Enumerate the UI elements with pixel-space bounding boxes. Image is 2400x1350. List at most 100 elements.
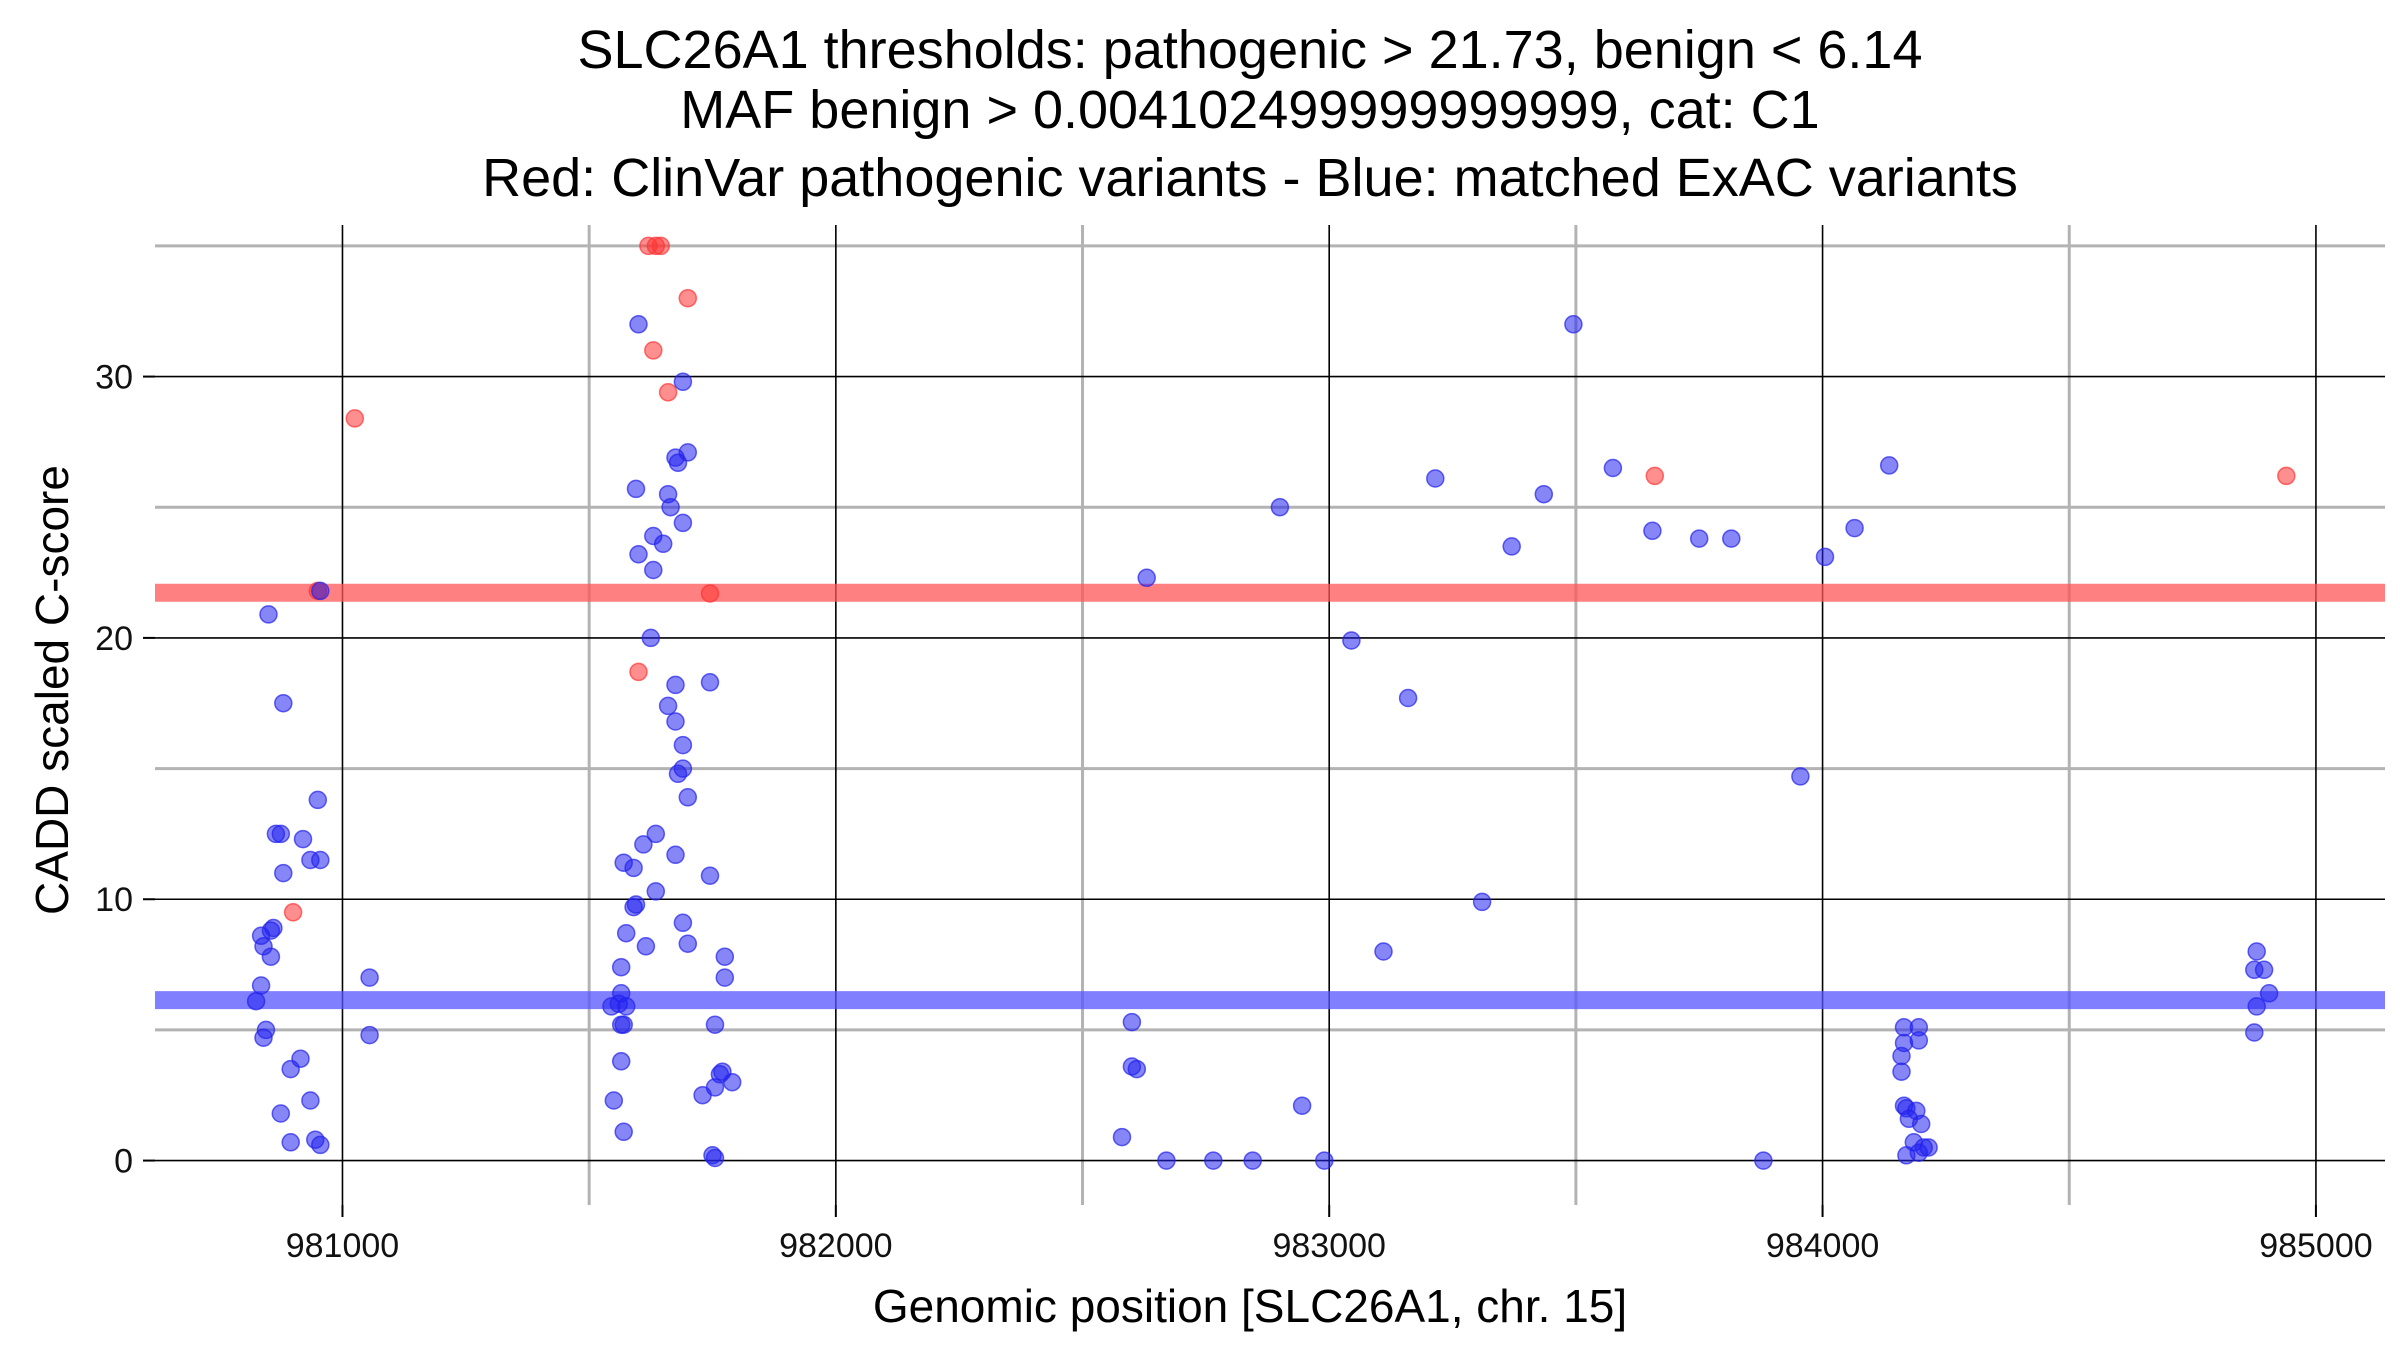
benign-point	[646, 824, 666, 844]
x-tick-label: 983000	[1272, 1227, 1385, 1265]
benign-point	[1722, 529, 1741, 548]
x-axis-title: Genomic position [SLC26A1, chr. 15]	[873, 1280, 1627, 1332]
benign-point	[616, 997, 636, 1016]
title-line-1: SLC26A1 thresholds: pathogenic > 21.73, …	[577, 20, 1922, 80]
benign-point	[661, 497, 680, 517]
x-tick-label: 985000	[2259, 1227, 2372, 1265]
benign-point	[2259, 984, 2279, 1003]
benign-point	[616, 923, 636, 943]
benign-point	[673, 513, 693, 533]
pathogenic-point	[700, 584, 720, 603]
data-points	[246, 236, 2296, 1170]
benign-point	[1137, 568, 1156, 588]
benign-point	[2247, 942, 2266, 961]
benign-point	[259, 605, 278, 624]
y-tick-label: 0	[114, 1143, 133, 1181]
benign-point	[1564, 315, 1583, 334]
pathogenic-point	[629, 662, 648, 682]
benign-point	[2254, 960, 2274, 980]
benign-point	[673, 913, 693, 933]
benign-point	[614, 1015, 633, 1034]
benign-point	[1909, 1143, 1929, 1162]
benign-point	[1270, 497, 1290, 517]
benign-point	[678, 788, 698, 807]
pathogenic-point	[2277, 466, 2296, 486]
pathogenic-point	[651, 236, 670, 256]
benign-point	[311, 581, 330, 601]
benign-point	[274, 693, 293, 713]
benign-point	[666, 675, 685, 695]
pathogenic-point	[345, 409, 365, 428]
benign-point	[1754, 1151, 1773, 1170]
benign-point	[700, 866, 720, 885]
benign-point	[678, 934, 698, 953]
benign-point	[1122, 1012, 1142, 1032]
benign-point	[1643, 521, 1662, 541]
benign-point	[301, 1091, 320, 1110]
benign-point	[604, 1091, 624, 1110]
y-tick-label: 20	[95, 620, 133, 658]
benign-point	[311, 850, 330, 870]
y-tick-label: 30	[95, 359, 133, 397]
y-axis-title: CADD scaled C-score	[26, 465, 78, 915]
benign-point	[1112, 1127, 1132, 1147]
major-gridlines	[155, 225, 2385, 1205]
y-axis-ticks: 0 10 20 30	[95, 359, 155, 1181]
benign-point	[666, 712, 685, 731]
benign-point	[700, 673, 720, 692]
benign-point	[1534, 484, 1554, 504]
benign-point	[1292, 1096, 1312, 1115]
benign-point	[624, 897, 643, 917]
title-line-3: Red: ClinVar pathogenic variants - Blue:…	[482, 148, 2018, 208]
title-line-2: MAF benign > 0.004102499999999999, cat: …	[680, 80, 1819, 140]
benign-point	[274, 863, 293, 883]
benign-point	[246, 991, 266, 1011]
x-axis-ticks: 981000 982000 983000 984000 985000	[286, 1205, 2373, 1265]
benign-point	[360, 1025, 379, 1045]
benign-point	[629, 545, 648, 564]
pathogenic-point	[644, 341, 663, 360]
benign-point	[360, 968, 379, 987]
threshold-lines	[155, 583, 2385, 1010]
benign-point	[611, 957, 631, 977]
benign-point	[1204, 1151, 1223, 1170]
benign-point	[261, 947, 281, 966]
benign-point	[1243, 1151, 1262, 1170]
benign-point	[251, 976, 271, 995]
benign-point	[271, 1104, 291, 1123]
benign-point	[626, 479, 646, 499]
benign-point	[668, 453, 688, 473]
benign-point	[1845, 518, 1864, 538]
benign-point	[1472, 892, 1492, 912]
x-tick-label: 984000	[1766, 1227, 1879, 1265]
x-tick-label: 982000	[779, 1227, 892, 1265]
benign-point	[666, 845, 685, 865]
benign-point	[636, 937, 656, 956]
y-tick-label: 10	[95, 881, 133, 919]
benign-point	[693, 1085, 712, 1105]
benign-point	[614, 1122, 633, 1142]
pathogenic-point	[658, 383, 678, 402]
pathogenic-point	[283, 903, 303, 922]
benign-point	[1689, 529, 1709, 548]
benign-point	[705, 1148, 725, 1168]
benign-point	[293, 829, 313, 849]
pathogenic-point	[1645, 466, 1665, 486]
benign-point	[2245, 1023, 2264, 1042]
benign-point	[2247, 997, 2266, 1016]
chart-title: SLC26A1 thresholds: pathogenic > 21.73, …	[482, 20, 2018, 208]
benign-point	[1502, 537, 1521, 556]
benign-point	[254, 1028, 273, 1047]
benign-point	[1603, 458, 1623, 478]
benign-point	[1892, 1062, 1911, 1081]
benign-point	[673, 735, 693, 755]
minor-gridlines	[155, 225, 2385, 1205]
benign-point	[634, 835, 653, 854]
benign-point	[644, 560, 663, 580]
benign-point	[308, 790, 328, 810]
benign-point	[668, 764, 688, 784]
benign-point	[611, 1052, 631, 1071]
benign-point	[653, 534, 673, 554]
benign-point	[641, 628, 661, 648]
